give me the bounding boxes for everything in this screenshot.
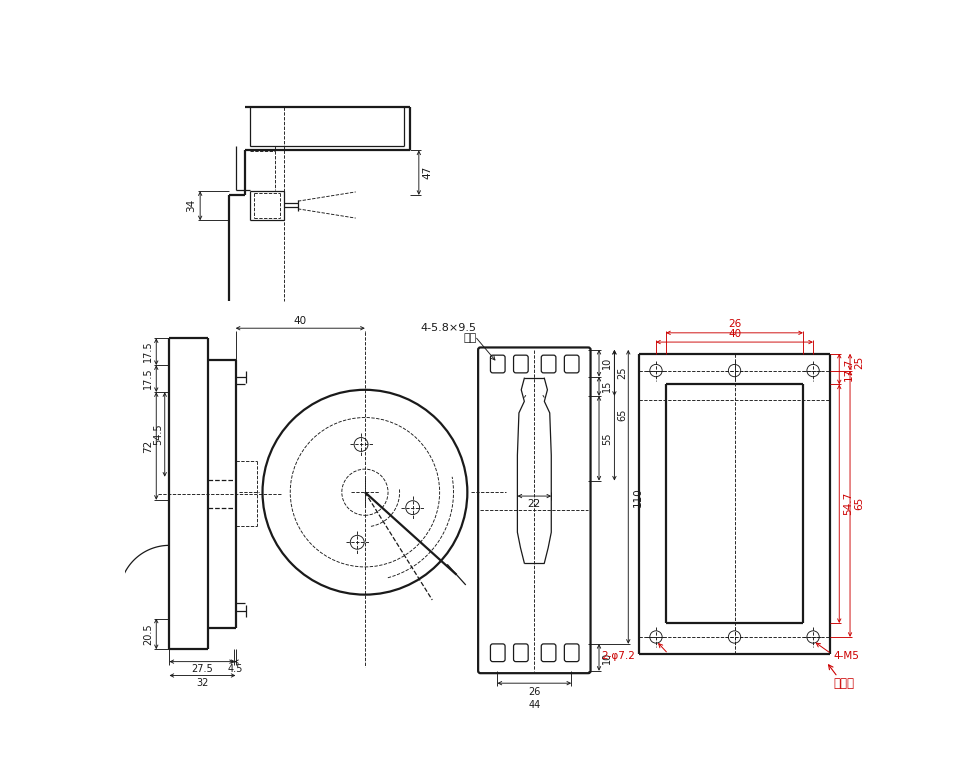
Text: 15: 15 bbox=[601, 380, 611, 392]
Text: 4.5: 4.5 bbox=[227, 664, 242, 675]
Text: 17.5: 17.5 bbox=[143, 341, 152, 362]
Text: 10: 10 bbox=[601, 357, 611, 369]
Text: 25: 25 bbox=[616, 366, 626, 379]
Text: 25: 25 bbox=[853, 356, 864, 369]
Text: 4-5.8×9.5: 4-5.8×9.5 bbox=[420, 323, 476, 333]
Text: 47: 47 bbox=[422, 166, 432, 179]
Text: 65: 65 bbox=[853, 497, 864, 510]
Text: 27.5: 27.5 bbox=[191, 664, 212, 675]
Text: 40: 40 bbox=[293, 316, 307, 325]
Text: 4-M5: 4-M5 bbox=[833, 651, 859, 661]
Text: 切欠き: 切欠き bbox=[833, 677, 854, 689]
Text: 22: 22 bbox=[528, 499, 540, 509]
Text: 20.5: 20.5 bbox=[143, 623, 152, 645]
Text: 26: 26 bbox=[528, 687, 540, 696]
Text: 32: 32 bbox=[196, 678, 208, 689]
Text: 26: 26 bbox=[727, 319, 741, 329]
Text: 17.7: 17.7 bbox=[842, 357, 853, 380]
Text: 34: 34 bbox=[186, 199, 195, 212]
Text: 長孔: 長孔 bbox=[463, 333, 476, 343]
Text: 72: 72 bbox=[143, 440, 152, 453]
Text: 54.5: 54.5 bbox=[152, 424, 162, 445]
Text: 44: 44 bbox=[528, 699, 540, 710]
Text: 2-φ7.2: 2-φ7.2 bbox=[601, 651, 634, 661]
Text: 10: 10 bbox=[601, 652, 611, 664]
Text: 40: 40 bbox=[727, 329, 741, 339]
Text: 54.7: 54.7 bbox=[842, 492, 853, 515]
Text: 55: 55 bbox=[601, 432, 611, 444]
Text: 17.5: 17.5 bbox=[143, 367, 152, 389]
Text: 110: 110 bbox=[632, 487, 642, 506]
Text: 65: 65 bbox=[616, 409, 626, 422]
